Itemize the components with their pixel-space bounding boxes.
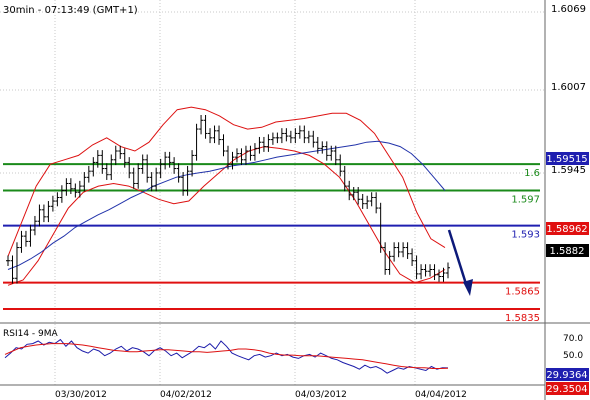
price-box-current-bg [546,244,589,257]
price-box-blue-bg [546,152,589,165]
horizontal-levels: 1.6 1.597 1.593 1.5865 1.5835 [3,163,540,324]
forecast-arrow [447,229,473,296]
candlestick-series [6,115,450,284]
level-label: 1.5835 [505,313,540,324]
rsi-panel [4,338,449,374]
rsi-title: RSI14 - 9MA [3,329,59,339]
arrow-shaft [447,229,468,285]
rsi-box-red-bg [546,382,589,395]
moving-average-line [7,140,446,270]
rsi-box-blue: 29.9364 [546,370,587,381]
rsi-box-red: 29.3504 [546,384,587,395]
level-label: 1.593 [511,230,540,241]
price-box-blue: 1.59515 [546,154,587,165]
price-box-current: 1.5882 [550,246,585,257]
price-label-lower: 1.5945 [551,165,586,176]
rsi-line [4,338,449,374]
date-label-1: 03/30/2012 [55,390,107,400]
chart-title: 30min - 07:13:49 (GMT+1) [3,5,138,16]
arrow-head [463,279,473,296]
level-label: 1.5865 [505,287,540,298]
moving-average [7,140,446,270]
grid-lines [0,0,545,385]
rsi-box-blue-bg [546,368,589,381]
rsi-ma-line [4,343,449,369]
date-label-3: 04/03/2012 [295,390,347,400]
price-box-red: 1.58962 [546,224,587,235]
level-label: 1.597 [511,194,540,205]
bollinger-upper-line [7,106,446,257]
rsi-label-50: 50.0 [563,351,583,361]
rsi-label-70: 70.0 [563,334,583,344]
level-label: 1.6 [524,168,540,179]
bollinger-lower-line [7,146,446,286]
date-label-4: 04/04/2012 [415,390,467,400]
price-label-top: 1.6069 [551,4,586,15]
price-box-red-bg [546,222,589,235]
date-label-2: 04/02/2012 [160,390,212,400]
bollinger-bands [7,106,446,286]
price-label-middle: 1.6007 [551,82,586,93]
